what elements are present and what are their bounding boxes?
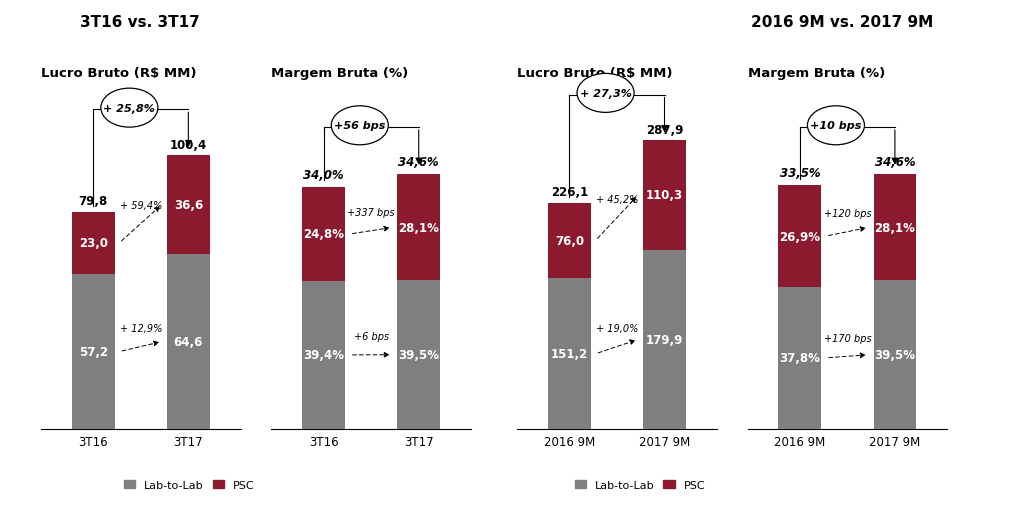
Text: +56 bps: +56 bps: [334, 121, 385, 131]
Text: + 45,2%: + 45,2%: [596, 194, 638, 205]
Text: 2016 9M vs. 2017 9M: 2016 9M vs. 2017 9M: [751, 15, 933, 30]
Text: Margem Bruta (%): Margem Bruta (%): [748, 67, 885, 80]
Text: 151,2: 151,2: [551, 347, 588, 361]
Bar: [397, 281, 440, 429]
Text: 37,8%: 37,8%: [779, 351, 820, 365]
Text: 34,6%: 34,6%: [398, 156, 439, 169]
Text: 3T16 vs. 3T17: 3T16 vs. 3T17: [81, 15, 200, 30]
Bar: [778, 287, 821, 429]
Bar: [397, 175, 440, 281]
Bar: [778, 186, 821, 287]
Text: +120 bps: +120 bps: [823, 209, 871, 219]
Text: Lucro Bruto (R$ MM): Lucro Bruto (R$ MM): [517, 67, 673, 80]
Text: 39,5%: 39,5%: [398, 348, 439, 362]
Text: + 25,8%: + 25,8%: [103, 104, 156, 114]
Text: 76,0: 76,0: [555, 234, 584, 247]
Text: 36,6: 36,6: [174, 198, 203, 212]
Bar: [72, 274, 115, 429]
Text: + 59,4%: + 59,4%: [120, 200, 162, 211]
Text: 64,6: 64,6: [174, 335, 203, 348]
Bar: [873, 281, 916, 429]
Text: +337 bps: +337 bps: [347, 208, 395, 218]
Text: 39,4%: 39,4%: [303, 348, 344, 362]
Text: 179,9: 179,9: [646, 333, 683, 346]
Text: +10 bps: +10 bps: [810, 121, 861, 131]
Ellipse shape: [332, 107, 388, 145]
Text: 287,9: 287,9: [646, 124, 683, 137]
Bar: [302, 281, 345, 429]
Legend: Lab-to-Lab, PSC: Lab-to-Lab, PSC: [570, 475, 710, 494]
Bar: [302, 188, 345, 281]
Text: 79,8: 79,8: [79, 194, 108, 207]
Text: 23,0: 23,0: [79, 237, 108, 250]
Text: 24,8%: 24,8%: [303, 228, 344, 241]
Text: 100,4: 100,4: [170, 138, 207, 152]
Text: 39,5%: 39,5%: [874, 348, 915, 362]
Text: 28,1%: 28,1%: [874, 222, 915, 234]
Text: 34,6%: 34,6%: [874, 156, 915, 169]
Text: 226,1: 226,1: [551, 185, 588, 198]
Text: 28,1%: 28,1%: [398, 222, 439, 234]
Bar: [873, 175, 916, 281]
Text: + 12,9%: + 12,9%: [120, 323, 162, 333]
Text: Margem Bruta (%): Margem Bruta (%): [271, 67, 409, 80]
Legend: Lab-to-Lab, PSC: Lab-to-Lab, PSC: [120, 475, 259, 494]
Text: 33,5%: 33,5%: [779, 167, 820, 180]
Bar: [167, 255, 210, 429]
Ellipse shape: [578, 74, 634, 113]
Bar: [167, 156, 210, 255]
Text: 26,9%: 26,9%: [779, 230, 820, 243]
Bar: [72, 212, 115, 274]
Bar: [548, 279, 591, 429]
Bar: [643, 140, 686, 250]
Bar: [643, 250, 686, 429]
Text: +170 bps: +170 bps: [823, 333, 871, 343]
Ellipse shape: [807, 107, 864, 145]
Text: 34,0%: 34,0%: [303, 169, 344, 182]
Text: + 19,0%: + 19,0%: [596, 323, 638, 333]
Bar: [548, 203, 591, 279]
Text: 57,2: 57,2: [79, 345, 108, 359]
Text: Lucro Bruto (R$ MM): Lucro Bruto (R$ MM): [41, 67, 197, 80]
Text: +6 bps: +6 bps: [353, 332, 389, 341]
Text: + 27,3%: + 27,3%: [580, 89, 632, 98]
Ellipse shape: [100, 89, 158, 128]
Text: 110,3: 110,3: [646, 189, 683, 202]
